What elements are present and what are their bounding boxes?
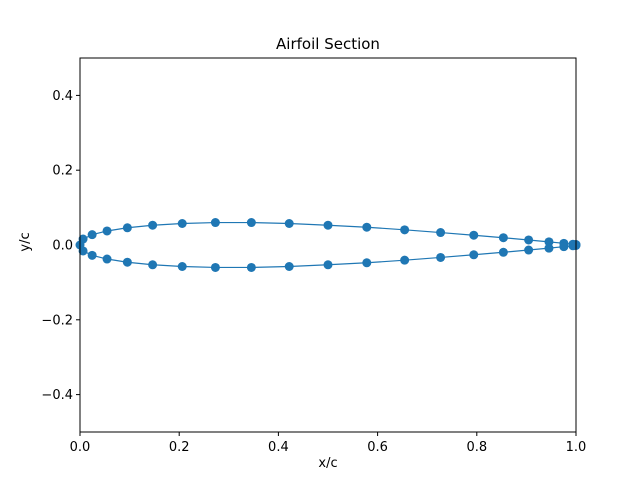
x-tick-label: 0.4 bbox=[268, 440, 289, 455]
airfoil-point bbox=[524, 245, 534, 255]
airfoil-point bbox=[362, 222, 372, 232]
airfoil-point bbox=[498, 233, 508, 243]
airfoil-point bbox=[284, 262, 294, 272]
airfoil-point bbox=[102, 254, 112, 264]
y-axis-label: y/c bbox=[18, 232, 33, 251]
airfoil-point bbox=[323, 260, 333, 270]
airfoil-point bbox=[469, 250, 479, 260]
y-tick-label: 0.4 bbox=[52, 89, 73, 104]
airfoil-point bbox=[246, 218, 256, 228]
airfoil-point bbox=[544, 237, 554, 247]
airfoil-point bbox=[122, 223, 132, 233]
plot-frame bbox=[79, 57, 577, 433]
airfoil-point bbox=[498, 247, 508, 257]
airfoil-point bbox=[210, 262, 220, 272]
airfoil-point bbox=[177, 218, 187, 228]
x-tick-label: 0.0 bbox=[70, 440, 91, 455]
airfoil-point bbox=[284, 218, 294, 228]
airfoil-point bbox=[544, 243, 554, 253]
y-tick-label: 0.0 bbox=[52, 239, 73, 254]
y-tick-label: −0.4 bbox=[41, 388, 73, 403]
airfoil-point bbox=[362, 258, 372, 268]
x-tick-label: 0.6 bbox=[367, 440, 388, 455]
airfoil-point bbox=[87, 230, 97, 240]
x-tick-label: 0.8 bbox=[466, 440, 487, 455]
airfoil-point bbox=[323, 220, 333, 230]
airfoil-point bbox=[400, 255, 410, 265]
chart-title: Airfoil Section bbox=[276, 35, 380, 53]
airfoil-point bbox=[210, 218, 220, 228]
airfoil-point bbox=[524, 235, 534, 245]
airfoil-point bbox=[559, 242, 569, 252]
airfoil-point bbox=[78, 246, 88, 256]
airfoil-point bbox=[122, 257, 132, 267]
airfoil-point bbox=[148, 260, 158, 270]
airfoil-point bbox=[436, 228, 446, 238]
x-tick-label: 1.0 bbox=[566, 440, 587, 455]
airfoil-point bbox=[177, 262, 187, 272]
y-tick-label: 0.2 bbox=[52, 164, 73, 179]
x-tick-label: 0.2 bbox=[169, 440, 190, 455]
airfoil-point bbox=[436, 252, 446, 262]
airfoil-point bbox=[102, 226, 112, 236]
x-axis-label: x/c bbox=[318, 456, 337, 471]
y-axis-ticks: −0.4 −0.2 0.0 0.2 0.4 bbox=[41, 89, 80, 403]
airfoil-point bbox=[400, 225, 410, 235]
airfoil-point bbox=[87, 250, 97, 260]
airfoil-series bbox=[75, 218, 581, 272]
x-axis-ticks: 0.0 0.2 0.4 0.6 0.8 1.0 bbox=[70, 432, 587, 455]
airfoil-point bbox=[469, 230, 479, 240]
airfoil-point bbox=[148, 220, 158, 230]
airfoil-point bbox=[246, 262, 256, 272]
y-tick-label: −0.2 bbox=[41, 313, 73, 328]
